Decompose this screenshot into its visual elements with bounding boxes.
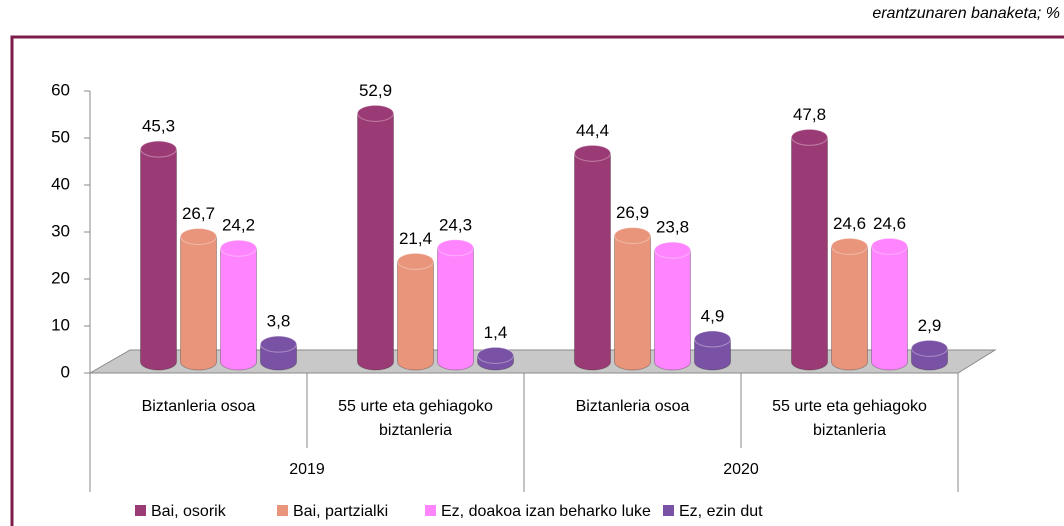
y-tick-label: 50 bbox=[51, 127, 70, 146]
value-label: 26,9 bbox=[616, 203, 649, 222]
value-label: 4,9 bbox=[701, 306, 725, 325]
bar-top bbox=[140, 140, 177, 158]
value-label: 1,4 bbox=[484, 323, 508, 342]
x-tick-label: 55 urte eta gehiagoko biztanleria bbox=[772, 398, 927, 439]
legend-label: Bai, partzialki bbox=[293, 503, 388, 520]
x-tick-label: Biztanleria osoa bbox=[575, 398, 690, 415]
value-label: 3,8 bbox=[267, 312, 291, 331]
legend-label: Ez, ezin dut bbox=[679, 503, 763, 520]
bar bbox=[357, 112, 394, 371]
floor bbox=[88, 349, 997, 374]
bar-top bbox=[397, 252, 434, 270]
frame bbox=[10, 35, 1064, 526]
legend-label: Ez, doakoa izan beharko luke bbox=[441, 503, 651, 520]
value-label: 24,2 bbox=[222, 216, 255, 235]
bar-top bbox=[911, 339, 948, 357]
bar-top bbox=[831, 237, 868, 255]
y-tick-label: 20 bbox=[51, 268, 70, 287]
x-tick-label: 55 urte eta gehiagoko biztanleria bbox=[338, 398, 493, 439]
bar-top bbox=[180, 228, 217, 246]
bar bbox=[437, 247, 474, 371]
bar bbox=[574, 152, 611, 371]
bar-top bbox=[694, 330, 731, 348]
value-label: 2,9 bbox=[918, 316, 942, 335]
legend-swatch bbox=[135, 505, 146, 516]
value-label: 52,9 bbox=[359, 81, 392, 100]
legend-swatch bbox=[663, 505, 674, 516]
legend-label: Bai, osorik bbox=[151, 503, 227, 520]
value-label: 23,8 bbox=[656, 218, 689, 237]
bar-top bbox=[791, 128, 828, 146]
bar-top bbox=[614, 227, 651, 245]
bar-top bbox=[871, 237, 908, 255]
bar bbox=[694, 338, 731, 371]
bar bbox=[871, 245, 908, 371]
value-label: 44,4 bbox=[576, 121, 609, 140]
y-tick-label: 10 bbox=[51, 315, 70, 334]
value-label: 24,6 bbox=[873, 214, 906, 233]
bar bbox=[180, 236, 217, 371]
y-tick-label: 60 bbox=[51, 80, 70, 99]
bar bbox=[791, 136, 828, 371]
bar bbox=[831, 245, 868, 371]
group-label: 2019 bbox=[289, 461, 325, 478]
value-label: 47,8 bbox=[793, 105, 826, 124]
legend-swatch bbox=[425, 505, 436, 516]
bar-top bbox=[477, 346, 514, 364]
bar bbox=[654, 249, 691, 371]
bar-top bbox=[260, 335, 297, 353]
y-tick-label: 0 bbox=[61, 362, 70, 381]
y-tick-label: 40 bbox=[51, 174, 70, 193]
chart-subtitle: erantzunaren banaketa; % bbox=[872, 5, 1060, 22]
bar bbox=[397, 260, 434, 371]
bar bbox=[220, 247, 257, 371]
bar-top bbox=[654, 241, 691, 259]
value-label: 21,4 bbox=[399, 229, 432, 248]
value-label: 24,6 bbox=[833, 214, 866, 233]
bar-top bbox=[574, 144, 611, 162]
bar bbox=[614, 235, 651, 371]
bar bbox=[140, 148, 177, 371]
y-tick-label: 30 bbox=[51, 221, 70, 240]
bar-top bbox=[220, 239, 257, 257]
legend-swatch bbox=[277, 505, 288, 516]
value-label: 24,3 bbox=[439, 215, 472, 234]
value-label: 45,3 bbox=[142, 117, 175, 136]
value-label: 26,7 bbox=[182, 204, 215, 223]
x-tick-label: Biztanleria osoa bbox=[141, 398, 256, 415]
group-label: 2020 bbox=[723, 461, 759, 478]
bar-top bbox=[357, 104, 394, 122]
bar-top bbox=[437, 239, 474, 257]
